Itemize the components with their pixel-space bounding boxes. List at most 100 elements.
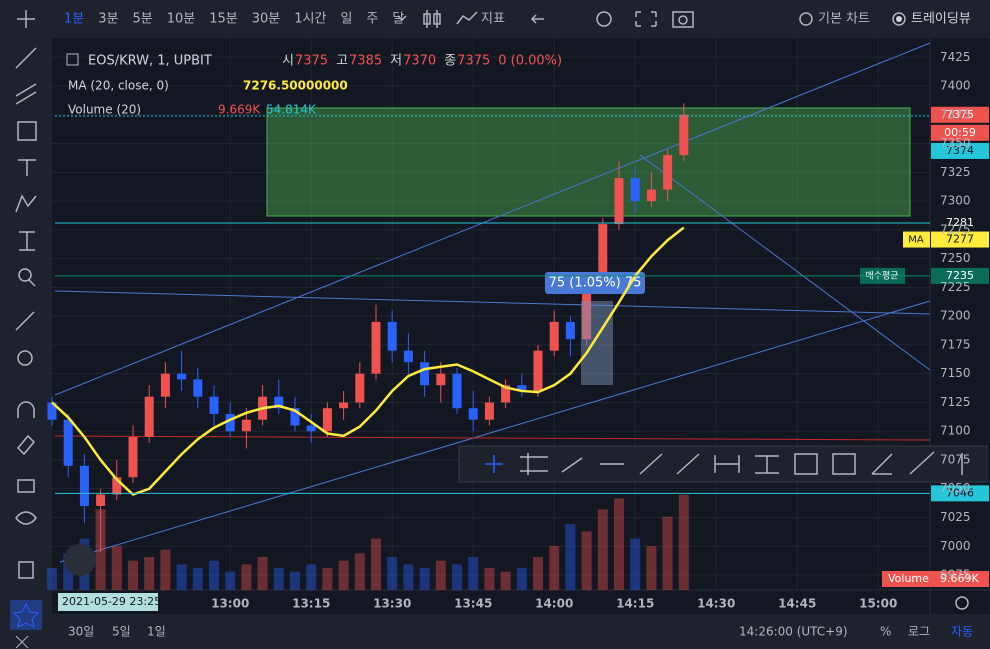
interval[interactable]: 3분 bbox=[98, 12, 118, 27]
volume-bar bbox=[273, 568, 284, 590]
interval[interactable]: 15분 bbox=[209, 12, 238, 27]
ohlc-legend: 시 7375 고 7385 저 7370 종 7375 0 (0.00%) bbox=[282, 54, 562, 69]
candle-body bbox=[565, 321, 575, 340]
settings[interactable] bbox=[955, 596, 969, 610]
ma-badge-bg bbox=[931, 231, 989, 248]
ma-tag-bg bbox=[903, 231, 930, 248]
countdown-bg bbox=[931, 124, 989, 141]
interval[interactable]: 달 bbox=[392, 12, 404, 27]
ma-tag: MA bbox=[908, 235, 924, 246]
volume-bar bbox=[47, 568, 57, 590]
box-low: 7281 bbox=[946, 216, 974, 229]
volume-bar bbox=[500, 571, 511, 590]
top-toolbar bbox=[0, 0, 990, 38]
y-tick-label: 7075 bbox=[940, 452, 971, 466]
volume-bar bbox=[646, 546, 657, 590]
volume-bar bbox=[225, 571, 236, 590]
candle-body bbox=[209, 396, 219, 414]
y-tick-label: 7025 bbox=[940, 510, 971, 524]
vol-badge: 9.669K bbox=[940, 572, 979, 585]
interval[interactable]: 1시간 bbox=[294, 12, 326, 27]
volume-bar bbox=[484, 568, 495, 590]
candle-body bbox=[96, 494, 106, 507]
trend-line[interactable] bbox=[54, 290, 931, 315]
y-tick-label: 7275 bbox=[940, 222, 971, 236]
y-tick-label: 7050 bbox=[940, 481, 971, 495]
legend-l: 7370 bbox=[403, 54, 436, 69]
range[interactable]: 30일 bbox=[68, 625, 94, 639]
interval[interactable]: 5분 bbox=[132, 12, 152, 27]
axis-badges: 737500:59737472817277MA7235매수평균7046Volum… bbox=[860, 106, 989, 587]
candle-body bbox=[322, 408, 332, 432]
volume-bar bbox=[241, 564, 252, 590]
trend-line[interactable] bbox=[59, 300, 931, 563]
volume-bar bbox=[468, 557, 479, 590]
x-tick-label: 13:15 bbox=[292, 597, 330, 611]
x-tick-label: 14:00 bbox=[535, 597, 573, 611]
range[interactable]: 1일 bbox=[147, 625, 166, 639]
x-tick-label: 13:30 bbox=[373, 597, 411, 611]
volume-bar bbox=[176, 564, 187, 590]
candle-body bbox=[128, 436, 138, 478]
indicator-button[interactable]: 지표 bbox=[481, 12, 505, 27]
candle-body bbox=[177, 373, 187, 380]
vol-value: 9.669K bbox=[218, 103, 261, 117]
trend-line[interactable] bbox=[639, 154, 931, 371]
volume-bar bbox=[354, 553, 365, 590]
interval[interactable]: 주 bbox=[366, 12, 378, 27]
interval[interactable]: 10분 bbox=[167, 12, 196, 27]
candle-body bbox=[630, 178, 640, 202]
volume-bar bbox=[128, 560, 138, 590]
left-toolbar bbox=[0, 38, 52, 649]
time-badge bbox=[58, 593, 158, 611]
measure-box[interactable] bbox=[581, 301, 613, 385]
close-icon[interactable] bbox=[15, 635, 29, 649]
mode-tv[interactable]: 트레이딩뷰 bbox=[911, 12, 971, 27]
y-tick-label: 7375 bbox=[940, 107, 971, 121]
avg-badge-bg bbox=[931, 267, 989, 284]
volume-bar bbox=[549, 546, 560, 590]
legend-o: 7375 bbox=[295, 54, 328, 69]
legend-h: 7385 bbox=[349, 54, 382, 69]
volume-bar bbox=[565, 524, 576, 590]
top-icons[interactable] bbox=[397, 10, 906, 28]
volume-bar bbox=[678, 494, 689, 590]
volume-bar bbox=[257, 557, 268, 590]
drawing-tools[interactable] bbox=[485, 451, 963, 475]
candle-body bbox=[598, 224, 608, 282]
candle-body bbox=[112, 477, 122, 495]
volume-bar bbox=[419, 568, 430, 590]
ma-value: 7276.50000000 bbox=[243, 79, 348, 93]
ask-price-bg bbox=[931, 142, 989, 159]
volume-bar bbox=[338, 560, 349, 590]
auto[interactable]: 자동 bbox=[951, 625, 973, 639]
volume-bar bbox=[111, 546, 122, 590]
volume-bar bbox=[533, 557, 543, 590]
candle-body bbox=[549, 321, 559, 351]
measure-label-bg bbox=[545, 272, 645, 294]
x-tick-label: 14:30 bbox=[697, 597, 735, 611]
interval[interactable]: 30분 bbox=[252, 12, 281, 27]
y-tick-label: 7200 bbox=[940, 309, 971, 323]
candle-body bbox=[241, 419, 251, 432]
candle-body bbox=[193, 379, 203, 397]
log[interactable]: 로그 bbox=[908, 625, 930, 639]
interval[interactable]: 일 bbox=[340, 12, 352, 27]
mode-basic[interactable]: 기본 차트 bbox=[818, 12, 870, 27]
rectangle-drawing[interactable] bbox=[266, 107, 911, 217]
y-tick-label: 7350 bbox=[940, 136, 971, 150]
range[interactable]: 5일 bbox=[112, 625, 131, 639]
interval[interactable]: 1분 bbox=[64, 12, 84, 27]
candle-body bbox=[225, 413, 235, 432]
x-tick-label: 14:15 bbox=[616, 597, 654, 611]
collapse-icon[interactable] bbox=[66, 53, 79, 66]
left-tools[interactable] bbox=[15, 10, 37, 579]
horizontal-line[interactable] bbox=[54, 435, 931, 441]
candle-body bbox=[274, 396, 284, 409]
trend-line[interactable] bbox=[54, 42, 931, 396]
y-tick-label: 7000 bbox=[940, 539, 971, 553]
percent[interactable]: % bbox=[880, 625, 891, 639]
candle-body bbox=[646, 189, 656, 202]
x-tick-label: 14:45 bbox=[778, 597, 816, 611]
